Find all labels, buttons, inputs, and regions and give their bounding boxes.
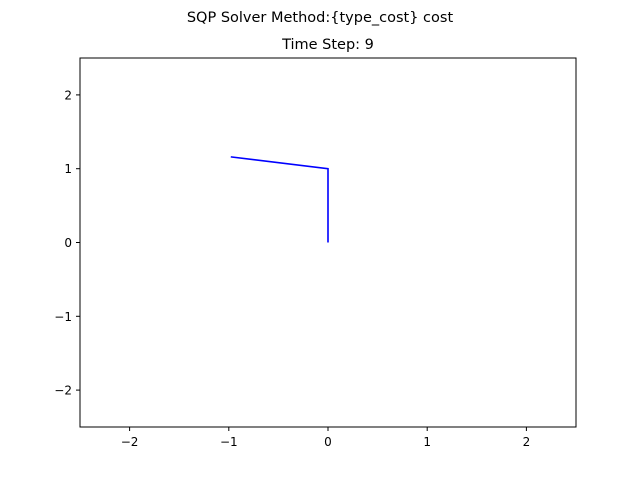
x-tick-label: 1: [423, 435, 431, 449]
y-axis: −2 −1 0 1 2: [54, 88, 80, 398]
axes-title: Time Step: 9: [281, 37, 374, 53]
y-tick-label: 1: [64, 162, 72, 176]
series-layer: [230, 156, 329, 243]
series-line-0: [230, 156, 329, 243]
y-tick-label: −2: [54, 384, 72, 398]
plot-area: −2 −1 0 1 2 −2 −1 0 1 2: [54, 57, 577, 449]
x-tick-label: 2: [523, 435, 531, 449]
x-tick-label: 0: [324, 435, 332, 449]
y-tick-label: 0: [64, 236, 72, 250]
x-axis: −2 −1 0 1 2: [121, 427, 530, 449]
x-tick-label: −1: [220, 435, 238, 449]
axes-frame: [79, 57, 577, 428]
x-tick-label: −2: [121, 435, 139, 449]
y-tick-label: −1: [54, 310, 72, 324]
y-tick-label: 2: [64, 88, 72, 102]
figure-suptitle: SQP Solver Method:{type_cost} cost: [187, 10, 454, 26]
